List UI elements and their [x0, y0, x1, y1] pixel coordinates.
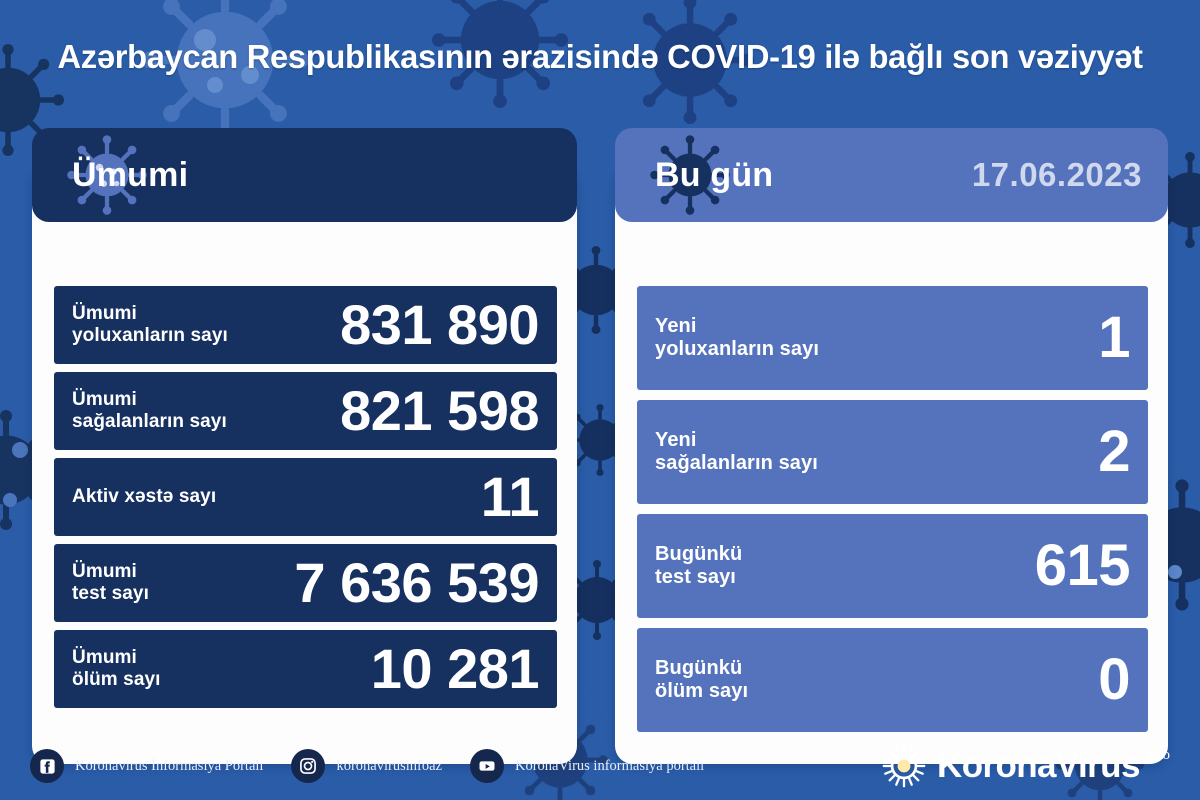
stat-value: 615: [1034, 533, 1131, 598]
stat-value: 10 281: [370, 637, 540, 700]
stat-label: Yeni yoluxanların sayı: [655, 315, 819, 360]
instagram-icon: [291, 749, 326, 783]
stat-value: 0: [1098, 647, 1130, 712]
panel-total-header: Ümumi: [32, 128, 577, 222]
panel-today-header: Bu gün 17.06.2023: [615, 128, 1168, 222]
stat-value: 1: [1098, 305, 1130, 370]
stat-label: Ümumi sağalanların sayı: [72, 389, 227, 432]
brand-superscript: info: [1145, 747, 1170, 763]
stat-row: Ümumi sağalanların sayı 821 598: [54, 372, 557, 450]
stat-label: Bugünkü test sayı: [655, 543, 743, 588]
social-youtube[interactable]: KoronaVirus informasiya portalı: [469, 749, 705, 783]
stat-row: Ümumi ölüm sayı 10 281: [54, 630, 557, 708]
facebook-icon: [30, 749, 64, 783]
stat-row: Ümumi test sayı 7 636 539: [54, 544, 557, 622]
stat-label: Ümumi test sayı: [72, 561, 149, 604]
brand-logo[interactable]: KoronaVirus info: [881, 743, 1170, 789]
social-youtube-label: KoronaVirus informasiya portalı: [514, 757, 705, 774]
panel-total-title: Ümumi: [72, 155, 189, 194]
virus-icon: [650, 135, 730, 215]
stat-row: Yeni sağalanların sayı 2: [637, 400, 1148, 504]
social-facebook[interactable]: Koronavirus İnformasiya Portalı: [30, 749, 263, 783]
virus-icon: [67, 135, 147, 215]
stat-row: Ümumi yoluxanların sayı 831 890: [54, 286, 557, 364]
title-bar: Azərbaycan Respublikasının ərazisində CO…: [0, 38, 1200, 76]
stat-label: Ümumi yoluxanların sayı: [72, 303, 228, 346]
stat-label: Ümumi ölüm sayı: [72, 647, 161, 690]
social-instagram-label: koronavirusinfoaz: [336, 757, 442, 774]
youtube-icon: [469, 749, 504, 783]
panel-today-title: Bu gün: [655, 155, 774, 194]
panel-today-rows: Yeni yoluxanların sayı 1 Yeni sağalanların…: [615, 166, 1168, 754]
brand-name: KoronaVirus: [937, 746, 1140, 785]
stat-label: Bugünkü ölüm sayı: [655, 657, 749, 702]
stat-row: Bugünkü ölüm sayı 0: [637, 628, 1148, 732]
social-instagram[interactable]: koronavirusinfoaz: [291, 749, 442, 783]
panel-today: Bu gün 17.06.2023 Yeni yoluxanların sayı…: [615, 128, 1168, 764]
stat-value: 831 890: [340, 293, 539, 356]
stat-value: 821 598: [340, 379, 539, 442]
panel-total-rows: Ümumi yoluxanların sayı 831 890 Ümumi sağa…: [32, 166, 577, 730]
panel-total: Ümumi Ümumi yoluxanların sayı 831 890 Ümum…: [32, 128, 577, 764]
stat-label: Aktiv xəstə sayı: [72, 486, 217, 508]
stat-row: Aktiv xəstə sayı 11: [54, 458, 557, 536]
stat-row: Yeni yoluxanların sayı 1: [637, 286, 1148, 390]
stat-value: 7 636 539: [294, 551, 539, 614]
stat-row: Bugünkü test sayı 615: [637, 514, 1148, 618]
footer: Koronavirus İnformasiya Portalı koronavi…: [0, 732, 1200, 800]
stat-value: 11: [480, 465, 540, 528]
social-facebook-label: Koronavirus İnformasiya Portalı: [75, 757, 264, 774]
stat-label: Yeni sağalanların sayı: [655, 429, 818, 474]
stat-value: 2: [1098, 419, 1130, 484]
page-title: Azərbaycan Respublikasının ərazisində CO…: [57, 38, 1143, 75]
panel-today-date: 17.06.2023: [971, 156, 1142, 193]
virus-logo-icon: [882, 744, 926, 788]
